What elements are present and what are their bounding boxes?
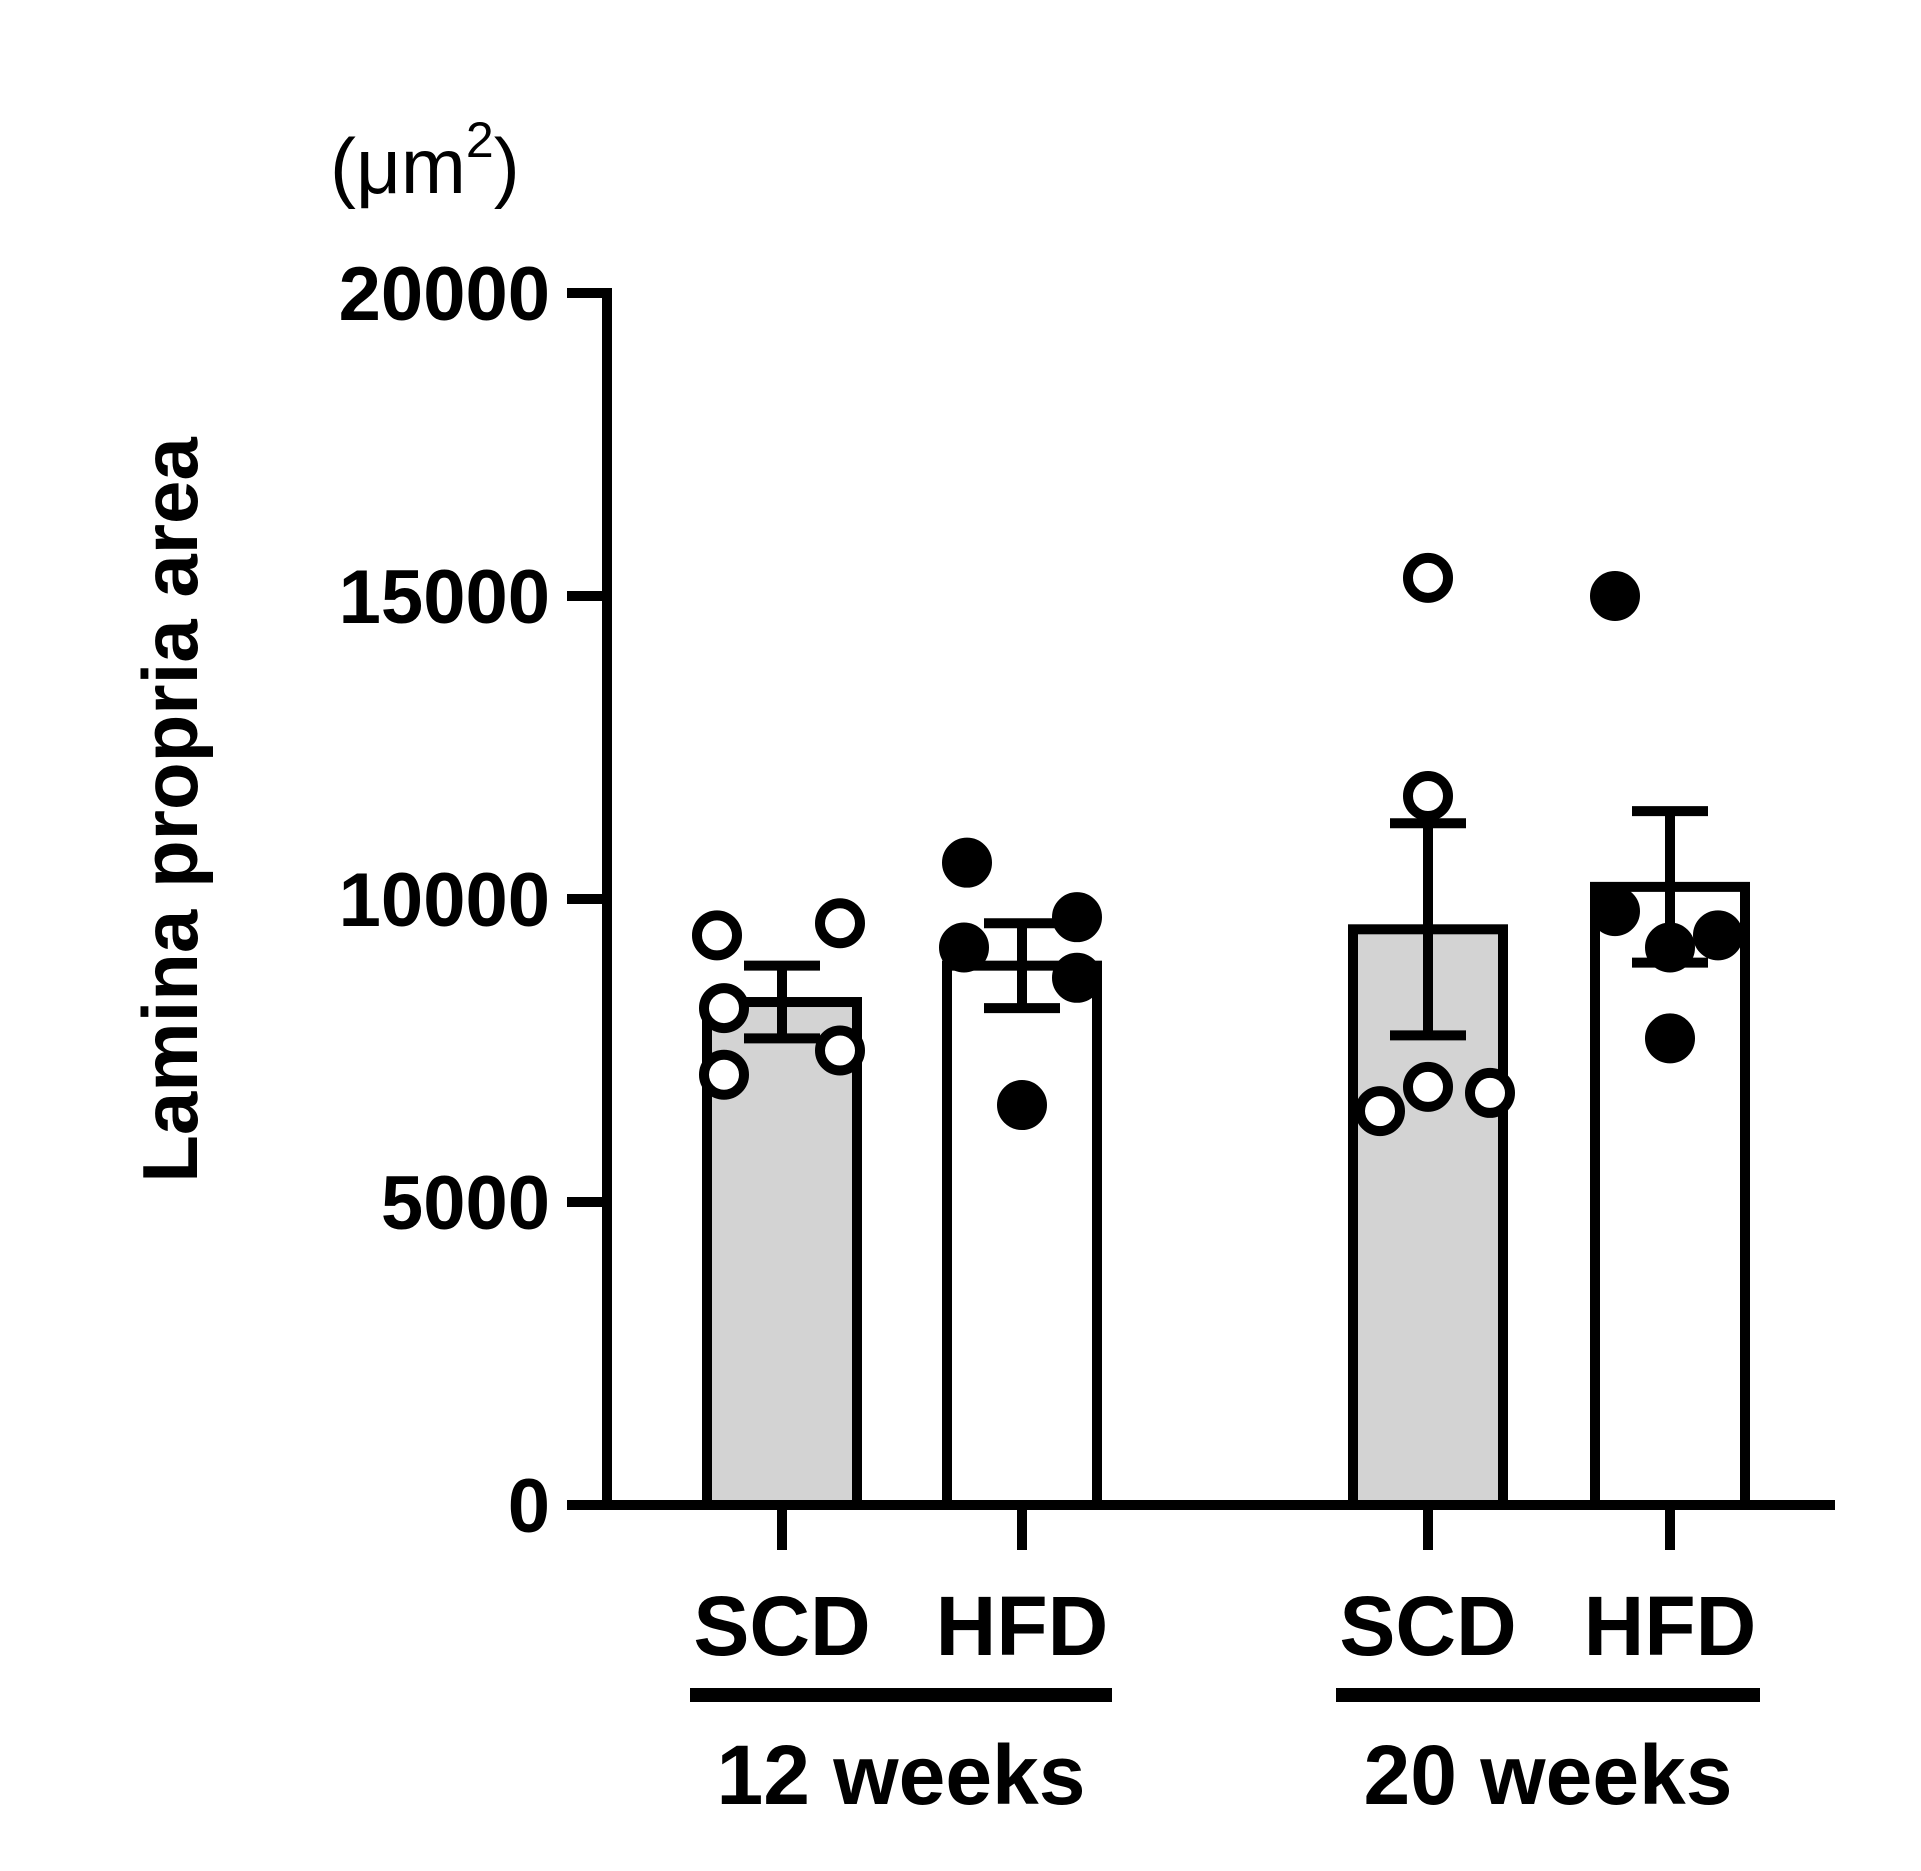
filled-circle-point bbox=[1052, 892, 1102, 943]
y-axis-unit-label: (μm2) bbox=[330, 112, 520, 210]
filled-circle-point bbox=[1590, 571, 1640, 621]
y-tick-label: 0 bbox=[508, 1464, 550, 1549]
y-tick-label: 5000 bbox=[381, 1161, 550, 1246]
filled-circle-point bbox=[1590, 886, 1640, 937]
open-circle-point bbox=[1465, 1067, 1515, 1118]
y-tick-label: 10000 bbox=[339, 858, 550, 943]
error-bars bbox=[744, 806, 1708, 1044]
data-points bbox=[692, 552, 1743, 1137]
filled-circle-point bbox=[997, 1080, 1047, 1131]
x-category-label: HFD bbox=[936, 1579, 1109, 1673]
filled-circle-point bbox=[942, 837, 992, 888]
unit-prefix: (μm bbox=[330, 122, 466, 210]
unit-superscript: 2 bbox=[466, 112, 494, 168]
filled-circle-point bbox=[939, 922, 989, 973]
group-label: 12 weeks bbox=[717, 1728, 1086, 1822]
y-tick-label: 15000 bbox=[339, 555, 550, 640]
open-circle-point bbox=[815, 898, 865, 949]
open-circle-point bbox=[1355, 1086, 1405, 1137]
open-circle-point bbox=[1403, 770, 1453, 821]
filled-circle-point bbox=[1693, 910, 1743, 961]
filled-circle-point bbox=[1645, 922, 1695, 973]
x-category-label: SCD bbox=[1339, 1579, 1516, 1673]
bar bbox=[1590, 881, 1750, 1510]
x-category-label: HFD bbox=[1584, 1579, 1757, 1673]
open-circle-point bbox=[692, 910, 742, 961]
open-circle-point bbox=[1403, 552, 1453, 603]
unit-suffix: ) bbox=[494, 122, 520, 210]
x-category-label: SCD bbox=[693, 1579, 870, 1673]
y-axis-title: Lamina propria area bbox=[126, 437, 214, 1183]
bars bbox=[702, 881, 1750, 1511]
group-label: 20 weeks bbox=[1364, 1728, 1733, 1822]
filled-circle-point bbox=[1052, 952, 1102, 1003]
open-circle-point bbox=[1403, 1061, 1453, 1112]
open-circle-point bbox=[699, 1049, 749, 1100]
open-circle-point bbox=[815, 1025, 865, 1076]
open-circle-point bbox=[699, 983, 749, 1034]
filled-circle-point bbox=[1645, 1013, 1695, 1064]
axis-labels: 0 5000 10000 15000 20000 SCD HFD SCD HFD 12 weeks… bbox=[339, 252, 1760, 1822]
bar bbox=[942, 960, 1102, 1510]
y-tick-label: 20000 bbox=[339, 252, 550, 337]
